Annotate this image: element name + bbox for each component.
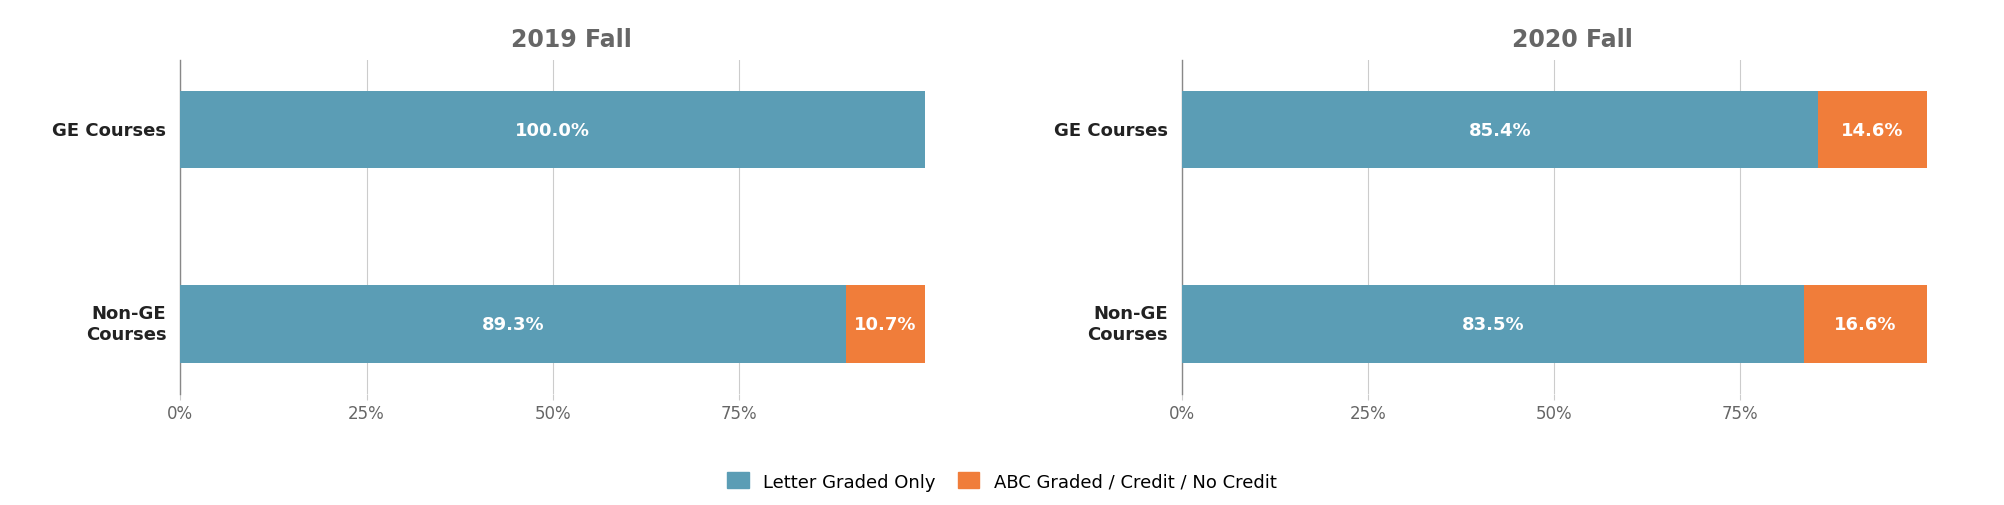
Bar xyxy=(1818,91,1926,169)
Bar xyxy=(180,91,926,169)
Title: 2019 Fall: 2019 Fall xyxy=(511,28,631,52)
Text: 83.5%: 83.5% xyxy=(1461,315,1523,333)
Text: 14.6%: 14.6% xyxy=(1842,121,1904,139)
Text: 89.3%: 89.3% xyxy=(481,315,545,333)
Text: 85.4%: 85.4% xyxy=(1469,121,1531,139)
Text: 100.0%: 100.0% xyxy=(515,121,591,139)
Bar xyxy=(180,285,846,363)
Bar xyxy=(1182,285,1804,363)
Legend: Letter Graded Only, ABC Graded / Credit / No Credit: Letter Graded Only, ABC Graded / Credit … xyxy=(721,467,1283,496)
Bar xyxy=(1804,285,1928,363)
Bar xyxy=(846,285,926,363)
Title: 2020 Fall: 2020 Fall xyxy=(1513,28,1633,52)
Bar xyxy=(1182,91,1818,169)
Text: 16.6%: 16.6% xyxy=(1834,315,1898,333)
Text: 10.7%: 10.7% xyxy=(854,315,916,333)
